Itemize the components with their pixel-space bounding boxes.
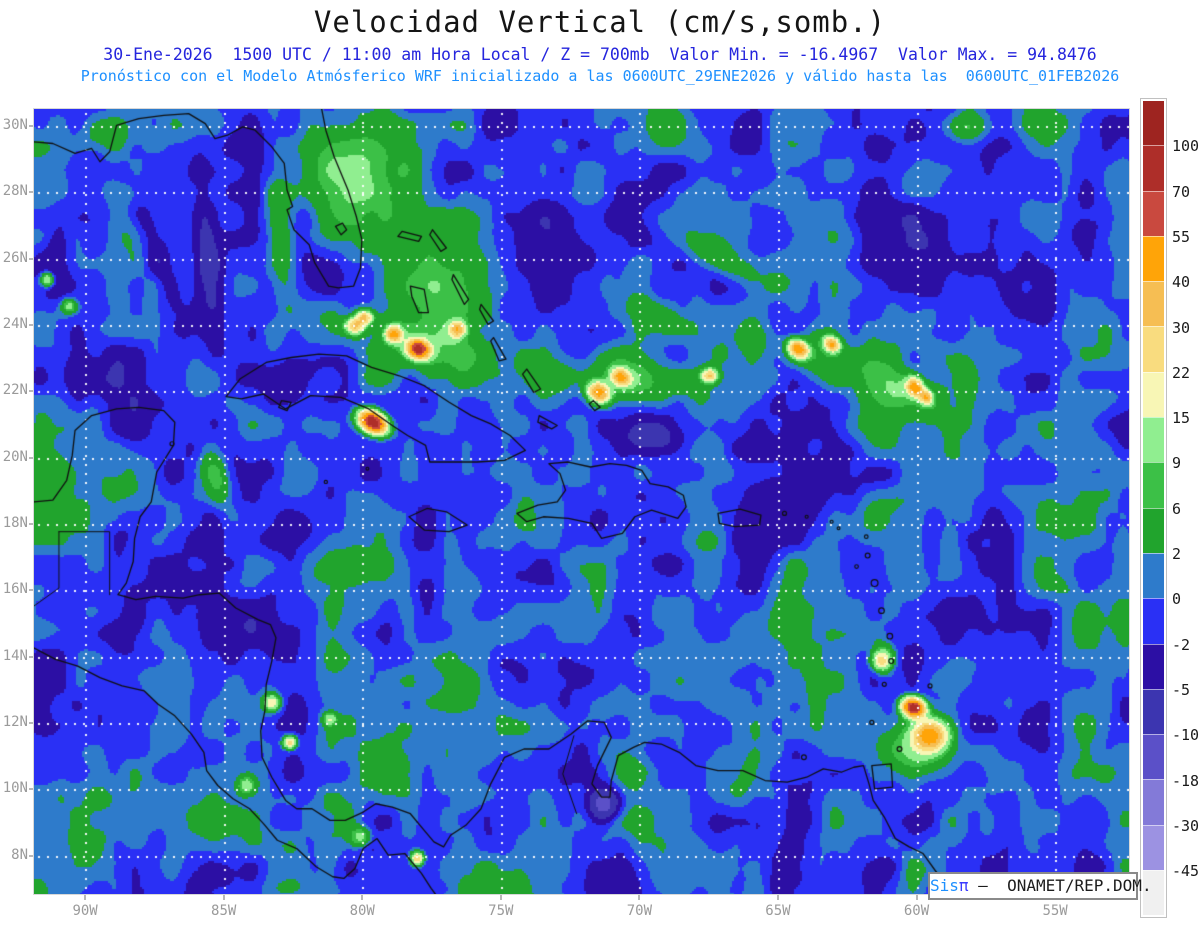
colorbar-segment <box>1143 779 1164 825</box>
vertical-velocity-field-canvas <box>34 109 1129 894</box>
colorbar-tick-label: 100 <box>1172 137 1200 156</box>
lat-tick-mark <box>29 589 33 592</box>
colorbar-segment <box>1143 824 1164 871</box>
lat-tick-mark <box>29 523 33 526</box>
colorbar <box>1140 98 1167 919</box>
colorbar-segment <box>1143 281 1164 327</box>
colorbar-segment <box>1143 462 1164 508</box>
lon-tick-mark <box>361 895 364 900</box>
colorbar-segment <box>1143 643 1164 689</box>
colorbar-segment <box>1143 507 1164 553</box>
subtitle-model-info: Pronóstico con el Modelo Atmósferico WRF… <box>80 67 1120 85</box>
lat-tick-label: 8N <box>11 846 28 863</box>
colorbar-segment <box>1143 101 1164 146</box>
watermark-box: Sisπ – ONAMET/REP.DOM. <box>928 872 1152 900</box>
lat-tick-label: 26N <box>2 249 28 266</box>
lat-tick-mark <box>29 854 33 857</box>
lon-tick-label: 65W <box>765 903 791 919</box>
lon-tick-label: 75W <box>488 903 514 919</box>
colorbar-segment <box>1143 552 1164 599</box>
colorbar-tick-label: 70 <box>1172 182 1191 201</box>
colorbar-tick-label: 15 <box>1172 409 1191 428</box>
watermark-agency: – ONAMET/REP.DOM. <box>968 876 1152 895</box>
lon-tick-mark <box>222 895 225 900</box>
subtitle-valid-time: 30-Ene-2026 1500 UTC / 11:00 am Hora Loc… <box>103 45 1097 64</box>
colorbar-segment <box>1143 598 1164 644</box>
lat-tick-label: 30N <box>2 116 28 133</box>
lat-tick-label: 24N <box>2 315 28 332</box>
lon-tick-label: 80W <box>349 903 375 919</box>
lat-tick-mark <box>29 257 33 260</box>
lon-tick-mark <box>638 895 641 900</box>
lat-tick-label: 14N <box>2 647 28 664</box>
watermark-pi-symbol: π <box>958 876 969 895</box>
colorbar-tick-label: 40 <box>1172 273 1191 292</box>
watermark-model-name: Sis <box>930 876 959 895</box>
lat-tick-label: 16N <box>2 581 28 598</box>
lat-tick-mark <box>29 456 33 459</box>
map-plot-area <box>33 108 1130 895</box>
colorbar-segment <box>1143 371 1164 418</box>
colorbar-tick-label: 55 <box>1172 227 1191 246</box>
lat-tick-mark <box>29 722 33 725</box>
lon-tick-label: 60W <box>903 903 930 919</box>
colorbar-tick-label: -18 <box>1172 771 1200 790</box>
lat-tick-label: 10N <box>2 780 28 797</box>
colorbar-segment <box>1143 326 1164 372</box>
colorbar-segment <box>1143 417 1164 463</box>
colorbar-segment <box>1143 688 1164 735</box>
lat-tick-label: 28N <box>2 183 28 200</box>
colorbar-segment <box>1143 145 1164 191</box>
colorbar-segment <box>1143 734 1164 780</box>
colorbar-tick-label: -2 <box>1172 635 1191 654</box>
lat-tick-mark <box>29 655 33 658</box>
lat-tick-mark <box>29 124 33 127</box>
lon-tick-label: 55W <box>1042 903 1068 919</box>
lat-tick-label: 12N <box>2 714 28 731</box>
colorbar-tick-label: 9 <box>1172 454 1182 473</box>
colorbar-tick-label: 30 <box>1172 318 1191 337</box>
colorbar-tick-label: 0 <box>1172 590 1182 609</box>
lat-tick-label: 20N <box>2 448 28 465</box>
lat-tick-mark <box>29 191 33 194</box>
lat-tick-mark <box>29 788 33 791</box>
lon-tick-label: 70W <box>626 903 653 919</box>
colorbar-segment <box>1143 235 1164 282</box>
lon-tick-mark <box>84 895 87 900</box>
colorbar-tick-label: -45 <box>1172 862 1200 881</box>
lon-tick-mark <box>776 895 779 900</box>
colorbar-tick-label: -30 <box>1172 816 1200 835</box>
lon-tick-mark <box>915 895 918 900</box>
colorbar-tick-label: 2 <box>1172 545 1182 563</box>
lon-tick-label: 85W <box>211 903 237 919</box>
colorbar-segments <box>1143 101 1164 916</box>
lat-tick-mark <box>29 323 33 326</box>
colorbar-segment <box>1143 190 1164 236</box>
colorbar-tick-label: 22 <box>1172 363 1191 382</box>
lat-tick-label: 18N <box>2 515 28 532</box>
colorbar-segment <box>1143 870 1164 916</box>
lat-tick-mark <box>29 390 33 393</box>
colorbar-tick-label: 6 <box>1172 499 1182 518</box>
colorbar-tick-label: -10 <box>1172 726 1200 745</box>
lon-tick-mark <box>499 895 502 900</box>
colorbar-tick-label: -5 <box>1172 680 1191 699</box>
lat-tick-label: 22N <box>2 382 28 399</box>
page-title: Velocidad Vertical (cm/s,somb.) <box>313 5 887 39</box>
lon-tick-label: 90W <box>72 903 98 919</box>
